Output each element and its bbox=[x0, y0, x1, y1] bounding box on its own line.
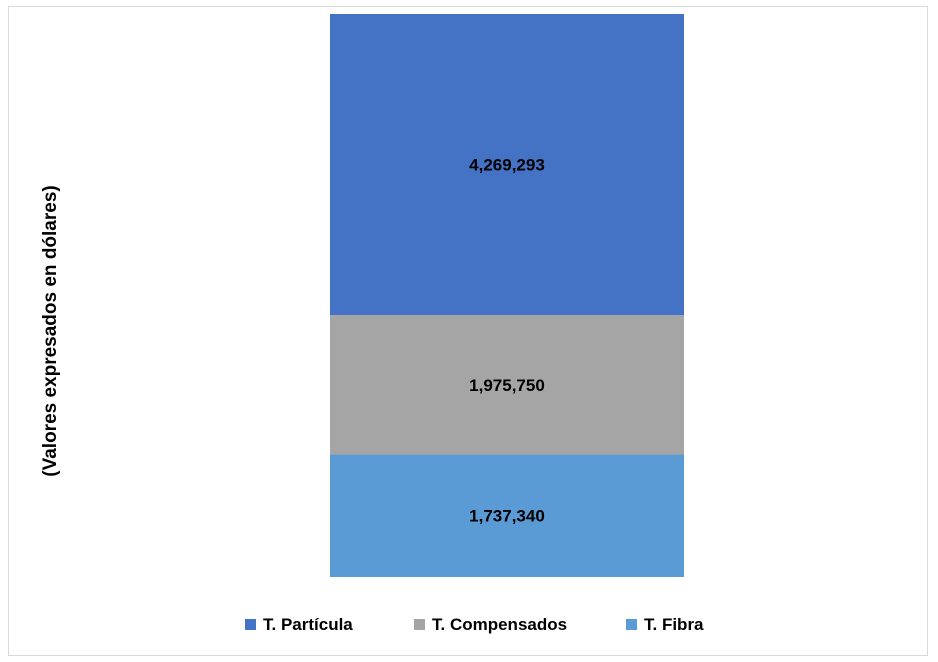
bar-segment-t-fibra bbox=[330, 454, 684, 577]
data-label-group: 1,737,340 1,975,750 4,269,293 bbox=[469, 156, 545, 526]
bar-segment-t-part-cula bbox=[330, 14, 684, 316]
bar-segment-t-compensados bbox=[330, 315, 684, 455]
legend-label: T. Compensados bbox=[432, 615, 567, 634]
legend-swatch bbox=[626, 619, 637, 630]
legend: T. Partícula T. Compensados T. Fibra bbox=[245, 615, 704, 634]
legend-swatch bbox=[414, 619, 425, 630]
bar-group bbox=[330, 14, 684, 577]
data-label: 1,975,750 bbox=[469, 376, 545, 395]
legend-swatch bbox=[245, 619, 256, 630]
data-label: 4,269,293 bbox=[469, 156, 545, 175]
legend-label: T. Partícula bbox=[263, 615, 353, 634]
legend-label: T. Fibra bbox=[644, 615, 704, 634]
data-label: 1,737,340 bbox=[469, 507, 545, 526]
y-axis-title: (Valores expresados en dólares) bbox=[40, 185, 61, 476]
